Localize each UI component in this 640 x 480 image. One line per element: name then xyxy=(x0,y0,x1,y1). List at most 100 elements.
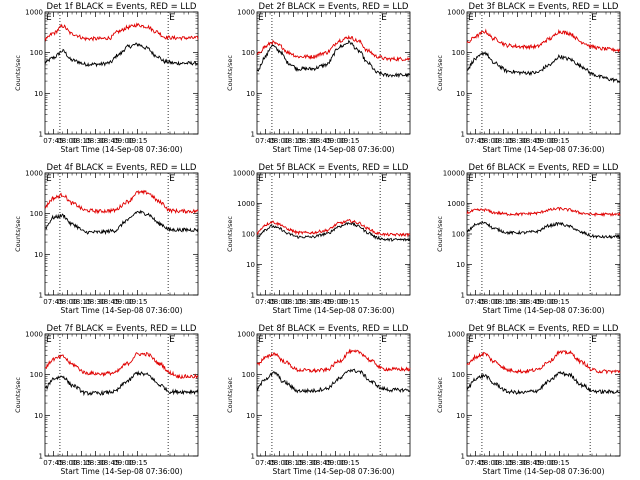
events-series-line xyxy=(256,39,411,79)
y-tick-label: 100 xyxy=(30,371,43,379)
events-series-line xyxy=(256,368,411,394)
x-tick-label: 09:00 xyxy=(113,459,133,467)
lld-series-line xyxy=(256,218,411,238)
y-tick-label: 100 xyxy=(242,231,255,239)
chart-title: Det 3f BLACK = Events, RED = LLD xyxy=(469,2,619,12)
y-tick-label: 10000 xyxy=(233,170,255,178)
event-marker-label: E xyxy=(381,13,387,23)
lld-series-line xyxy=(44,351,199,379)
chart-title: Det 8f BLACK = Events, RED = LLD xyxy=(259,324,409,334)
x-tick-label: 09:00 xyxy=(325,137,345,145)
y-tick-label: 1000 xyxy=(25,331,43,339)
y-tick-label: 100 xyxy=(30,210,43,218)
x-tick-label: 08:15 xyxy=(71,137,91,145)
y-tick-label: 1000 xyxy=(447,9,465,17)
y-axis-label: Counts/sec xyxy=(436,377,444,413)
lld-series-line xyxy=(44,22,199,42)
y-tick-label: 1000 xyxy=(237,331,255,339)
x-tick-label: 07:45 xyxy=(43,459,63,467)
y-tick-label: 10 xyxy=(34,412,43,420)
x-tick-label: 09:15 xyxy=(549,459,569,467)
event-marker-label: E xyxy=(169,174,175,184)
x-tick-label: 07:45 xyxy=(43,298,63,306)
x-tick-label: 09:15 xyxy=(339,298,359,306)
x-tick-label: 08:45 xyxy=(521,137,541,145)
x-tick-label: 08:15 xyxy=(493,459,513,467)
event-marker-label: E xyxy=(46,174,52,184)
x-tick-label: 08:15 xyxy=(283,459,303,467)
events-series-line xyxy=(466,51,621,84)
lld-series-line xyxy=(256,348,411,374)
chart-panel: Det 6f BLACK = Events, RED = LLD 1 10 100 10… xyxy=(436,163,621,315)
x-tick-label: 08:00 xyxy=(479,298,499,306)
lld-series-line xyxy=(44,189,199,215)
x-tick-label: 08:45 xyxy=(99,459,119,467)
x-tick-label: 08:45 xyxy=(521,459,541,467)
y-tick-label: 10 xyxy=(246,90,255,98)
x-tick-label: 09:15 xyxy=(127,137,147,145)
chart-panel: Det 2f BLACK = Events, RED = LLD 1 10 100 10… xyxy=(226,2,411,154)
y-tick-label: 10 xyxy=(456,90,465,98)
x-tick-label: 09:00 xyxy=(113,137,133,145)
x-tick-label: 07:45 xyxy=(255,137,275,145)
plot-frame xyxy=(44,333,199,457)
event-marker-label: E xyxy=(468,174,474,184)
y-tick-label: 1 xyxy=(461,292,465,300)
plot-frame xyxy=(44,172,199,296)
x-tick-label: 08:45 xyxy=(311,298,331,306)
y-axis-label: Counts/sec xyxy=(14,377,22,413)
chart-title: Det 9f BLACK = Events, RED = LLD xyxy=(469,324,619,334)
chart-title: Det 2f BLACK = Events, RED = LLD xyxy=(259,2,409,12)
x-axis-label: Start Time (14-Sep-08 07:36:00) xyxy=(273,145,395,154)
x-tick-label: 08:30 xyxy=(297,298,317,306)
y-axis-label: Counts/sec xyxy=(226,216,234,252)
events-series-line xyxy=(466,370,621,396)
event-marker-label: E xyxy=(591,174,597,184)
y-tick-label: 10 xyxy=(456,261,465,269)
y-tick-label: 1 xyxy=(461,131,465,139)
lld-series-line xyxy=(466,349,621,375)
x-axis-label: Start Time (14-Sep-08 07:36:00) xyxy=(273,467,395,476)
chart-title: Det 7f BLACK = Events, RED = LLD xyxy=(47,324,197,334)
x-axis-label: Start Time (14-Sep-08 07:36:00) xyxy=(273,306,395,315)
chart-title: Det 1f BLACK = Events, RED = LLD xyxy=(47,2,197,12)
events-series-line xyxy=(256,221,411,242)
x-tick-label: 09:15 xyxy=(339,459,359,467)
y-tick-label: 10 xyxy=(456,412,465,420)
x-tick-label: 09:00 xyxy=(325,459,345,467)
x-tick-label: 07:45 xyxy=(465,459,485,467)
x-tick-label: 08:30 xyxy=(297,459,317,467)
x-tick-label: 08:30 xyxy=(507,459,527,467)
x-axis-label: Start Time (14-Sep-08 07:36:00) xyxy=(483,467,605,476)
x-tick-label: 08:00 xyxy=(57,459,77,467)
y-tick-label: 1 xyxy=(39,131,43,139)
x-tick-label: 08:45 xyxy=(311,459,331,467)
x-tick-label: 09:15 xyxy=(339,137,359,145)
events-series-line xyxy=(44,209,199,236)
x-tick-label: 08:15 xyxy=(71,298,91,306)
x-tick-label: 08:15 xyxy=(493,298,513,306)
x-tick-label: 08:30 xyxy=(85,459,105,467)
x-axis-label: Start Time (14-Sep-08 07:36:00) xyxy=(483,145,605,154)
y-tick-label: 100 xyxy=(452,49,465,57)
y-tick-label: 10 xyxy=(246,261,255,269)
y-tick-label: 1 xyxy=(461,453,465,461)
x-tick-label: 08:15 xyxy=(283,137,303,145)
events-series-line xyxy=(44,370,199,397)
x-tick-label: 09:00 xyxy=(535,459,555,467)
x-tick-label: 08:30 xyxy=(507,298,527,306)
event-marker-label: E xyxy=(468,13,474,23)
plot-frame xyxy=(466,172,621,296)
event-marker-label: E xyxy=(591,13,597,23)
x-tick-label: 08:30 xyxy=(85,137,105,145)
x-tick-label: 08:45 xyxy=(521,298,541,306)
y-axis-label: Counts/sec xyxy=(226,55,234,91)
event-marker-label: E xyxy=(381,335,387,345)
x-tick-label: 09:00 xyxy=(113,298,133,306)
x-axis-label: Start Time (14-Sep-08 07:36:00) xyxy=(61,467,183,476)
x-tick-label: 08:00 xyxy=(479,459,499,467)
y-tick-label: 1 xyxy=(39,292,43,300)
lld-series-line xyxy=(466,206,621,218)
x-axis-label: Start Time (14-Sep-08 07:36:00) xyxy=(61,145,183,154)
lld-series-line xyxy=(466,28,621,54)
